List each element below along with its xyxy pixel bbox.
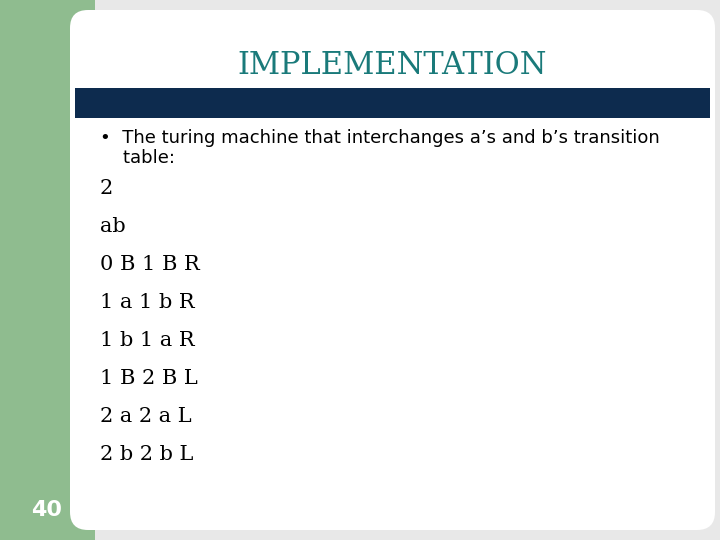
Text: 2 a 2 a L: 2 a 2 a L: [100, 407, 192, 426]
Text: 40: 40: [32, 500, 63, 520]
Text: 1 a 1 b R: 1 a 1 b R: [100, 293, 194, 312]
Text: 1 b 1 a R: 1 b 1 a R: [100, 330, 194, 349]
Text: 2 b 2 b L: 2 b 2 b L: [100, 444, 194, 463]
Text: 0 B 1 B R: 0 B 1 B R: [100, 254, 199, 273]
Text: 2: 2: [100, 179, 113, 198]
Text: table:: table:: [100, 149, 175, 167]
Text: ab: ab: [100, 217, 125, 235]
Text: 1 B 2 B L: 1 B 2 B L: [100, 368, 198, 388]
Bar: [75, 88, 710, 118]
Bar: [0, 0, 95, 540]
Text: •  The turing machine that interchanges a’s and b’s transition: • The turing machine that interchanges a…: [100, 129, 660, 147]
Text: IMPLEMENTATION: IMPLEMENTATION: [238, 50, 546, 80]
FancyBboxPatch shape: [70, 10, 715, 530]
